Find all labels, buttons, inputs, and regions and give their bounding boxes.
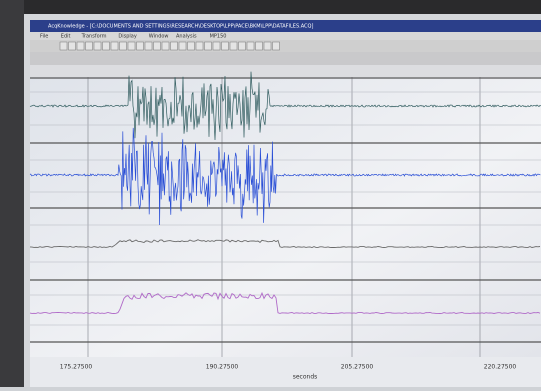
- menu-item[interactable]: Display: [118, 34, 136, 40]
- tool-button[interactable]: [179, 42, 186, 50]
- axis-area: [30, 357, 541, 387]
- tool-button[interactable]: [247, 42, 254, 50]
- plot-area: [30, 77, 541, 357]
- bezel-left: [0, 0, 24, 387]
- tool-button[interactable]: [273, 42, 280, 50]
- menu-item[interactable]: Analysis: [176, 34, 197, 40]
- channel-bar: [30, 65, 541, 77]
- menu-item[interactable]: Transform: [81, 34, 107, 40]
- menu-item[interactable]: Window: [149, 34, 169, 40]
- tool-button[interactable]: [196, 42, 203, 50]
- tool-button[interactable]: [69, 42, 76, 50]
- tool-button[interactable]: [222, 42, 229, 50]
- x-tick-label: 190.27500: [206, 364, 239, 371]
- x-tick-label: 205.27500: [341, 364, 374, 371]
- tool-button[interactable]: [137, 42, 144, 50]
- tool-button[interactable]: [60, 42, 67, 50]
- tool-button[interactable]: [256, 42, 263, 50]
- tool-button[interactable]: [145, 42, 152, 50]
- bezel-top: [0, 0, 541, 14]
- tool-button[interactable]: [154, 42, 161, 50]
- tool-button[interactable]: [264, 42, 271, 50]
- tool-button[interactable]: [213, 42, 220, 50]
- x-tick-label: 220.27500: [484, 364, 517, 371]
- tool-button[interactable]: [111, 42, 118, 50]
- page: AcqKnowledge - [C:\DOCUMENTS AND SETTING…: [0, 0, 541, 387]
- menu-item[interactable]: Edit: [61, 34, 71, 40]
- window-title: AcqKnowledge - [C:\DOCUMENTS AND SETTING…: [48, 24, 313, 30]
- tool-button[interactable]: [230, 42, 237, 50]
- photo: AcqKnowledge - [C:\DOCUMENTS AND SETTING…: [0, 0, 541, 387]
- tool-button[interactable]: [103, 42, 110, 50]
- tool-button[interactable]: [77, 42, 84, 50]
- menu-item[interactable]: File: [40, 34, 48, 40]
- tool-button[interactable]: [188, 42, 195, 50]
- tool-button[interactable]: [171, 42, 178, 50]
- menu-bar: [30, 32, 541, 40]
- tool-button[interactable]: [128, 42, 135, 50]
- tool-button[interactable]: [86, 42, 93, 50]
- tool-button[interactable]: [239, 42, 246, 50]
- tool-button[interactable]: [120, 42, 127, 50]
- tool-button[interactable]: [94, 42, 101, 50]
- x-axis-label: seconds: [293, 374, 318, 381]
- menu-item[interactable]: MP150: [210, 34, 227, 40]
- tool-button[interactable]: [162, 42, 169, 50]
- x-tick-label: 175.27500: [60, 364, 93, 371]
- toolbar-2: [30, 52, 541, 65]
- tool-button[interactable]: [205, 42, 212, 50]
